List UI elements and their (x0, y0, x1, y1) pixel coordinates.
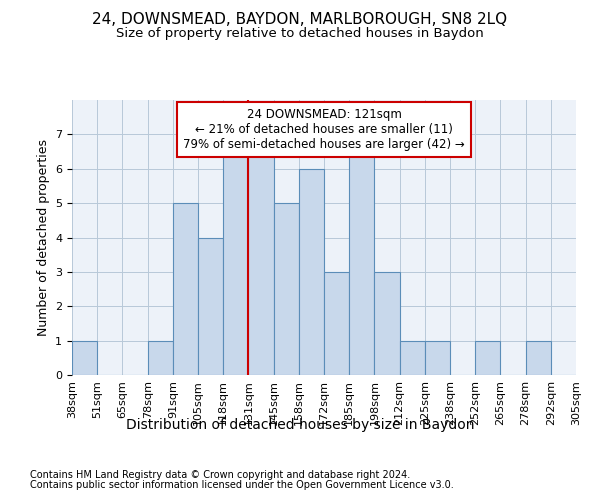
Text: Contains HM Land Registry data © Crown copyright and database right 2024.: Contains HM Land Registry data © Crown c… (30, 470, 410, 480)
Bar (475, 340, 500, 375)
Bar (274, 203, 299, 375)
Bar (400, 340, 425, 375)
Bar (324, 272, 349, 375)
Y-axis label: Number of detached properties: Number of detached properties (37, 139, 50, 336)
Bar (425, 340, 450, 375)
Text: Size of property relative to detached houses in Baydon: Size of property relative to detached ho… (116, 28, 484, 40)
Bar (173, 203, 198, 375)
Bar (72, 340, 97, 375)
Bar (526, 340, 551, 375)
Text: 24 DOWNSMEAD: 121sqm
← 21% of detached houses are smaller (11)
79% of semi-detac: 24 DOWNSMEAD: 121sqm ← 21% of detached h… (183, 108, 465, 151)
Bar (374, 272, 400, 375)
Bar (223, 134, 248, 375)
Bar (349, 134, 374, 375)
Text: Distribution of detached houses by size in Baydon: Distribution of detached houses by size … (126, 418, 474, 432)
Bar (248, 134, 274, 375)
Text: 24, DOWNSMEAD, BAYDON, MARLBOROUGH, SN8 2LQ: 24, DOWNSMEAD, BAYDON, MARLBOROUGH, SN8 … (92, 12, 508, 28)
Bar (148, 340, 173, 375)
Text: Contains public sector information licensed under the Open Government Licence v3: Contains public sector information licen… (30, 480, 454, 490)
Bar (299, 169, 324, 375)
Bar (198, 238, 223, 375)
